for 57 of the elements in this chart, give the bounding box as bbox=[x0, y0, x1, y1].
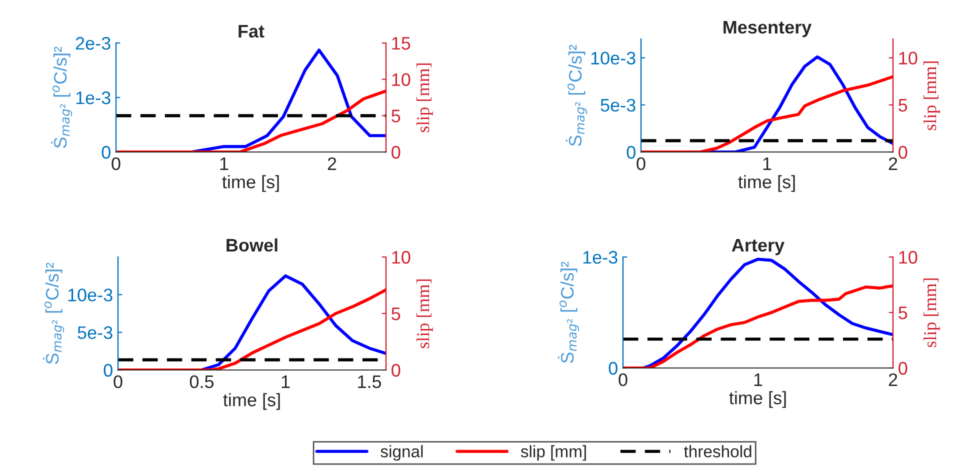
legend-label: signal bbox=[380, 445, 423, 461]
y-tick-label: 0 bbox=[626, 146, 636, 159]
y2-axis-title: slip [mm] bbox=[416, 279, 433, 348]
y-axis-title: Ṡ$_{mag²}$ [$^{o}$C/s]² bbox=[558, 262, 580, 363]
line-series bbox=[623, 284, 893, 368]
x-tick-label: 1 bbox=[220, 158, 228, 170]
y2-tick-label: 10 bbox=[392, 73, 410, 86]
x-tick-label: 2 bbox=[888, 157, 898, 170]
line-series bbox=[116, 89, 386, 152]
y-tick-label: 1e-3 bbox=[583, 250, 618, 264]
y2-tick-label: 5 bbox=[392, 110, 400, 122]
x-tick-label: 2 bbox=[888, 373, 898, 386]
y2-tick-label: 10 bbox=[899, 250, 918, 264]
y-axis-title: Ṡ$_{mag²}$ [$^{o}$C/s]² bbox=[50, 46, 72, 148]
y2-axis-title: slip [mm] bbox=[416, 63, 433, 132]
x-axis-title: time [s] bbox=[738, 175, 795, 192]
y-axis-title: Ṡ$_{mag²}$ [$^{o}$C/s]² bbox=[566, 44, 588, 146]
x-tick-label: 2 bbox=[328, 157, 336, 170]
x-axis-title: time [s] bbox=[223, 393, 280, 410]
x-tick-label: 0 bbox=[636, 157, 646, 170]
line-series bbox=[641, 75, 893, 152]
y2-tick-label: 0 bbox=[898, 146, 908, 159]
y-tick-label: 1e-3 bbox=[76, 91, 110, 104]
x-tick-label: 1 bbox=[763, 158, 772, 170]
y-tick-label: 0 bbox=[104, 364, 112, 377]
y2-tick-label: 10 bbox=[392, 250, 410, 264]
chart-title: Fat bbox=[238, 25, 264, 38]
chart-title: Mesentery bbox=[724, 21, 812, 38]
chart-title: Bowel bbox=[226, 238, 278, 252]
x-axis-title: time [s] bbox=[729, 391, 786, 408]
y2-tick-label: 5 bbox=[898, 306, 908, 320]
y2-axis-title: slip [mm] bbox=[924, 278, 940, 348]
y2-tick-label: 5 bbox=[898, 99, 908, 112]
y2-tick-label: 10 bbox=[899, 52, 918, 65]
x-tick-label: 1 bbox=[282, 376, 290, 388]
y2-tick-label: 0 bbox=[392, 146, 400, 159]
x-tick-label: 0 bbox=[114, 375, 122, 388]
y2-axis-title: slip [mm] bbox=[924, 61, 940, 130]
y-tick-label: 10e-3 bbox=[591, 52, 636, 65]
y2-tick-label: 15 bbox=[392, 37, 410, 50]
x-axis-title: time [s] bbox=[222, 175, 279, 192]
legend-label: slip [mm] bbox=[520, 445, 586, 461]
y-tick-label: 0 bbox=[102, 146, 110, 159]
chart-title: Artery bbox=[732, 239, 784, 256]
y2-tick-label: 0 bbox=[392, 364, 400, 377]
y2-tick-label: 5 bbox=[392, 308, 400, 320]
y2-tick-label: 0 bbox=[898, 362, 908, 375]
y-tick-label: 0 bbox=[608, 362, 618, 375]
y-tick-label: 5e-3 bbox=[78, 326, 112, 340]
y-tick-label: 10e-3 bbox=[68, 288, 112, 302]
x-tick-label: 1.5 bbox=[358, 376, 382, 388]
x-tick-label: 1 bbox=[754, 374, 762, 386]
y-tick-label: 5e-3 bbox=[600, 98, 636, 112]
x-tick-label: 0.5 bbox=[190, 375, 214, 388]
y-tick-label: 2e-3 bbox=[76, 36, 110, 50]
legend-label: threshold bbox=[684, 445, 752, 458]
y-axis-title: Ṡ$_{mag²}$ [$^{o}$C/s]² bbox=[42, 262, 64, 364]
